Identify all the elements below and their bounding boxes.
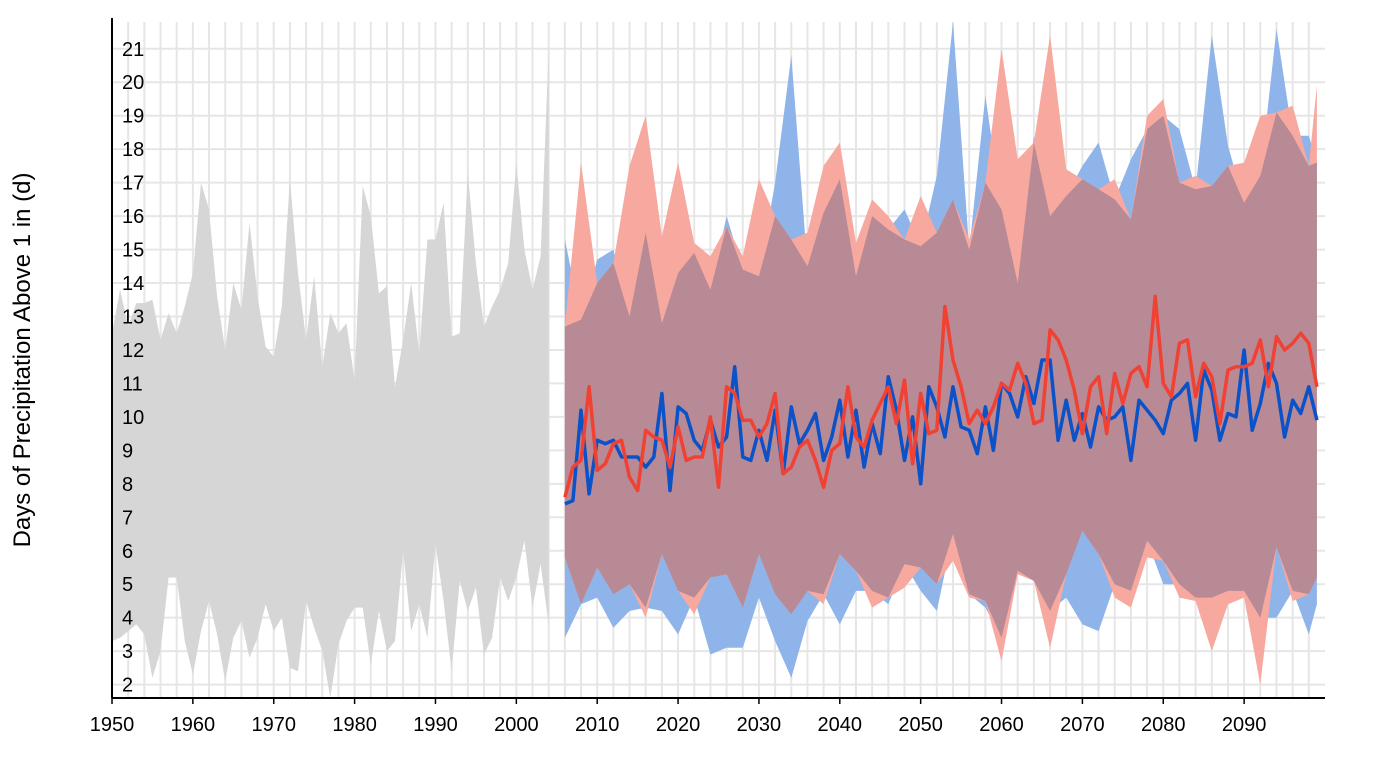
- y-tick-label: 5: [122, 574, 133, 596]
- y-axis-title: Days of Precipitation Above 1 in (d): [9, 173, 36, 548]
- y-tick-label: 19: [122, 106, 144, 128]
- y-tick-label: 20: [122, 72, 144, 94]
- y-tick-label: 21: [122, 39, 144, 61]
- y-tick-label: 12: [122, 340, 144, 362]
- y-tick-label: 8: [122, 474, 133, 496]
- y-tick-label: 3: [122, 641, 133, 663]
- y-tick-label: 6: [122, 541, 133, 563]
- range-bands: [112, 22, 1317, 699]
- x-tick-label: 1970: [251, 714, 296, 736]
- x-tick-label: 2060: [979, 714, 1024, 736]
- x-tick-label: 2020: [656, 714, 701, 736]
- y-tick-label: 15: [122, 240, 144, 262]
- median-lines: [563, 294, 1319, 506]
- y-tick-label: 16: [122, 206, 144, 228]
- y-tick-label: 9: [122, 440, 133, 462]
- y-tick-label: 4: [122, 608, 133, 630]
- lower-emissions-median-line: [564, 348, 1319, 506]
- y-tick-label: 11: [122, 373, 143, 395]
- y-tick-label: 13: [122, 306, 144, 328]
- y-tick-label: 10: [122, 407, 144, 429]
- x-tick-label: 2090: [1222, 714, 1267, 736]
- observed-range-band: [112, 48, 549, 699]
- y-tick-label: 7: [122, 507, 133, 529]
- axes: [111, 18, 1325, 699]
- y-tick-label: 18: [122, 139, 144, 161]
- y-tick-label: 2: [122, 675, 133, 697]
- x-tick-label: 2040: [818, 714, 863, 736]
- x-tick-label: 2070: [1060, 714, 1105, 736]
- x-tick-label: 2000: [494, 714, 539, 736]
- higher-emissions-median-line: [563, 294, 1319, 498]
- x-tick-label: 1990: [413, 714, 458, 736]
- tick-labels: 2 3 4 5 6 7 8 9 10 11 12 13 14 15 16 17 18 19 20 21 1950 1960…: [90, 39, 1267, 736]
- x-tick-label: 2050: [898, 714, 943, 736]
- x-tick-label: 1950: [90, 714, 135, 736]
- x-tick-label: 1980: [332, 714, 377, 736]
- y-tick-label: 14: [122, 273, 144, 295]
- x-tick-label: 1960: [171, 714, 216, 736]
- x-tick-label: 2030: [737, 714, 782, 736]
- y-tick-label: 17: [122, 173, 144, 195]
- x-tick-label: 2010: [575, 714, 620, 736]
- x-tick-label: 2080: [1141, 714, 1186, 736]
